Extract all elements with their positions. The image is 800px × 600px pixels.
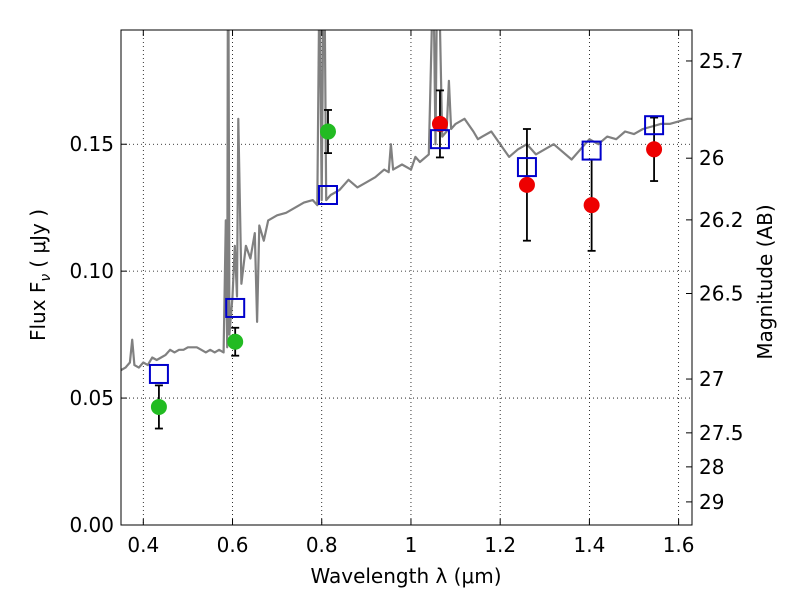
x-tick-label-3: 1 (405, 533, 418, 557)
y-tick-label-0: 0.00 (69, 513, 114, 537)
right-tick-label-4: 27 (699, 367, 724, 391)
model-square-1 (225, 297, 246, 318)
model-sed-line (121, 30, 692, 372)
y-axis-left-title-units: ( μJy ) (26, 209, 50, 268)
model-square-3 (429, 129, 450, 150)
right-tick-label-2: 26.2 (699, 208, 744, 232)
model-square-2 (317, 185, 338, 205)
x-tick-label-6: 1.6 (663, 533, 695, 557)
y-axis-right-ticks: 25.7 26 26.2 26.5 27 27.5 28 29 (686, 49, 744, 514)
data-point-1-1 (227, 333, 244, 350)
y-axis-left-title-text: Flux F (26, 282, 50, 341)
right-tick-label-3: 26.5 (699, 281, 744, 305)
y-axis-left-title-subscript: ν (38, 274, 54, 282)
y-axis-right-title: Magnitude (AB) (753, 204, 777, 359)
y-tick-label-2: 0.10 (69, 259, 114, 283)
data-point-2-2 (583, 197, 600, 214)
data-point-2-1 (518, 176, 535, 193)
model-square-5 (581, 140, 602, 161)
x-tick-label-1: 0.6 (217, 533, 249, 557)
x-axis-title: Wavelength λ (μm) (310, 564, 501, 588)
x-tick-label-0: 0.4 (127, 533, 159, 557)
x-tick-label-2: 0.8 (306, 533, 338, 557)
model-square-6 (644, 115, 665, 136)
svg-text:Flux Fν( μJy ): Flux Fν ( μJy ) (26, 209, 54, 341)
x-axis-ticks: 0.4 0.6 0.8 1 1.2 1.4 1.6 (127, 30, 695, 557)
data-point-1-2 (319, 123, 336, 140)
data-point-2-0 (431, 115, 448, 132)
plot-frame (120, 29, 693, 526)
x-tick-label-4: 1.2 (484, 533, 516, 557)
plot-area (121, 30, 692, 430)
data-point-2-3 (646, 141, 663, 158)
x-tick-label-5: 1.4 (573, 533, 605, 557)
y-axis-right-title-text: Magnitude (AB) (753, 204, 777, 359)
grid-lines (121, 30, 692, 526)
y-tick-label-1: 0.05 (69, 386, 114, 410)
right-tick-label-0: 25.7 (699, 49, 744, 73)
y-axis-left-ticks: 0.00 0.05 0.10 0.15 (69, 132, 127, 537)
model-square-0 (148, 363, 169, 384)
model-square-4 (516, 157, 537, 178)
data-point-1-0 (150, 398, 167, 415)
right-tick-label-1: 26 (699, 146, 724, 170)
right-tick-label-6: 28 (699, 455, 724, 479)
y-axis-left-title: Flux Fν ( μJy ) (26, 209, 54, 341)
y-tick-label-3: 0.15 (69, 132, 114, 156)
right-tick-label-5: 27.5 (699, 421, 744, 445)
right-tick-label-7: 29 (699, 490, 724, 514)
